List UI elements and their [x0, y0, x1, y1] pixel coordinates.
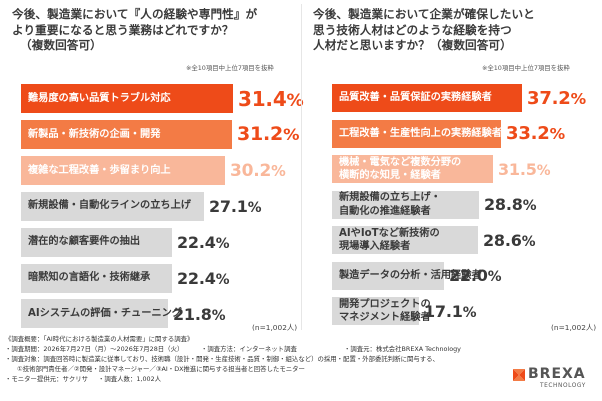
- right-bar-value: 31.5%: [498, 159, 551, 179]
- right-bar-label-line: 自動化の推進経験者: [339, 205, 431, 217]
- left-bar-label: 潜在的な顧客要件の抽出: [28, 235, 140, 249]
- left-bar-label: AIシステムの評価・チューニング: [28, 307, 182, 321]
- left-bar: [21, 227, 172, 257]
- right-bar-chart: 品質改善・品質保証の実務経験者 37.2% 工程改善・生産性向上の実務経験者 33.2…: [301, 0, 602, 336]
- right-bar-label: 開発プロジェクトの マネジメント経験者: [339, 298, 431, 325]
- right-bar-label-line: 新規設備の立ち上げ・: [339, 192, 441, 203]
- right-bar: [332, 155, 493, 183]
- right-bar-label-line: 横断的な知見・経験者: [339, 170, 441, 181]
- right-bar-value: 22.0%: [449, 266, 502, 286]
- brexa-logo-subtitle: TECHNOLOGY: [540, 383, 586, 389]
- left-bar: [21, 84, 233, 113]
- left-chart-panel: 今後、製造業において『人の経験や専門性』が より重要になると思う業務はどれですか…: [0, 0, 304, 336]
- right-bar-value: 37.2%: [527, 87, 586, 109]
- right-title-line-1: 今後、製造業において企業が確保したいと: [313, 7, 535, 21]
- right-bar-label-line: 製造データの分析・活用経験者: [339, 269, 482, 281]
- brexa-logo: BREXA TECHNOLOGY: [512, 366, 592, 392]
- right-bar: [332, 297, 419, 325]
- left-bar-value: 30.2%: [230, 160, 286, 181]
- left-title-line-3: （複数回答可）: [20, 38, 102, 52]
- left-bar-label: 難易度の高い品質トラブル対応: [28, 92, 171, 106]
- left-bar-value: 31.2%: [237, 123, 300, 146]
- right-bar-value: 28.8%: [484, 195, 537, 215]
- left-bar: [21, 119, 232, 149]
- left-bar-label-line: 新製品・新技術の企画・開発: [28, 128, 161, 140]
- left-bar-label-line: 難易度の高い品質トラブル対応: [28, 92, 171, 104]
- right-bar-value: 33.2%: [506, 123, 565, 145]
- right-bar-label-line: 工程改善・生産性向上の実務経験者: [339, 127, 502, 139]
- right-bar-value: 28.6%: [483, 230, 536, 250]
- right-bar-label: AIやIoTなど新技術の 現場導入経験者: [339, 227, 440, 254]
- right-chart-title: 今後、製造業において企業が確保したいと 思う技術人材はどのような経験を持つ 人材…: [313, 7, 598, 54]
- survey-provider: ・モニター提供元：サクリサ: [5, 375, 89, 383]
- left-bar: [21, 191, 204, 221]
- left-title-line-1: 今後、製造業において『人の経験や専門性』が: [12, 7, 258, 21]
- survey-row-1: ・調査期間：2026年7月27日（月）〜2026年7月28日（火） ・調査方法：イ…: [5, 344, 461, 354]
- left-bar-value: 22.4%: [177, 232, 230, 252]
- right-bar-label: 機械・電気など複数分野の 横断的な知見・経験者: [339, 156, 461, 183]
- right-bar: [332, 261, 444, 290]
- right-bar-label-line: 品質改善・品質保証の実務経験者: [339, 92, 492, 104]
- left-bar-value: 22.4%: [177, 268, 230, 288]
- brexa-logo-mark-icon: [513, 369, 525, 381]
- right-bar-label: 製造データの分析・活用経験者: [339, 269, 482, 283]
- left-bar-chart: 難易度の高い品質トラブル対応 31.4% 新製品・新技術の企画・開発 31.2% 複雑な…: [0, 0, 304, 336]
- left-bar-label: 暗黙知の言語化・技術継承: [28, 271, 150, 285]
- right-title-line-2: 思う技術人材はどのような経験を持つ: [313, 22, 512, 37]
- right-bar-value: 17.1%: [424, 301, 477, 321]
- right-bar: [332, 84, 522, 112]
- right-bar-label: 品質改善・品質保証の実務経験者: [339, 91, 492, 105]
- right-bar-label-line: 機械・電気など複数分野の: [339, 156, 462, 168]
- survey-count: ・調査人数：1,002人: [98, 375, 162, 383]
- survey-row-5: ・モニター提供元：サクリサ ・調査人数：1,002人: [5, 374, 445, 384]
- left-chart-footnote: ※全10項目中上位7項目を抜粋: [186, 64, 274, 72]
- right-chart-footnote: ※全10項目中上位7項目を抜粋: [482, 64, 570, 72]
- survey-target-2: ①技術部門責任者／②開発・設計マネージャー／③AI・DX推進に関与する担当者と回…: [17, 365, 305, 373]
- left-bar: [21, 299, 168, 329]
- left-bar-label-line: 暗黙知の言語化・技術継承: [28, 272, 151, 284]
- right-title-line-3: 人材だと思いますか？（複数回答可）: [313, 38, 512, 52]
- survey-target-1: ・調査対象：調査回答時に製造業に従事しており、技術職（設計・開発・生産技術・品質…: [5, 355, 439, 363]
- left-bar-label-line: 潜在的な顧客要件の抽出: [28, 236, 141, 248]
- left-bar: [21, 155, 225, 185]
- right-bar-label-line: AIやIoTなど新技術の: [339, 227, 440, 239]
- right-bar-label: 工程改善・生産性向上の実務経験者: [339, 127, 502, 141]
- left-bar-label-line: 複雑な工程改善・歩留まり向上: [28, 164, 171, 176]
- right-sample-size: (n=1,002人): [551, 323, 597, 332]
- left-bar-label: 複雑な工程改善・歩留まり向上: [28, 164, 171, 178]
- left-bar-value: 27.1%: [209, 197, 262, 216]
- right-bar-label: 新規設備の立ち上げ・ 自動化の推進経験者: [339, 191, 441, 218]
- left-bar: [21, 263, 172, 293]
- survey-period: ・調査期間：2026年7月27日（月）〜2026年7月28日（火）: [5, 345, 184, 353]
- right-bar-label-line: 現場導入経験者: [339, 241, 411, 252]
- right-bar: [332, 190, 479, 219]
- left-bar-value: 21.8%: [173, 304, 226, 324]
- left-bar-label-line: 新規設備・自動化ラインの立ち上げ: [28, 200, 191, 212]
- panel-divider: [301, 4, 302, 330]
- left-bar-value: 31.4%: [238, 87, 304, 111]
- left-bar-label: 新規設備・自動化ラインの立ち上げ: [28, 199, 191, 213]
- right-chart-panel: 今後、製造業において企業が確保したいと 思う技術人材はどのような経験を持つ 人材…: [301, 0, 602, 336]
- left-bar-label-line: AIシステムの評価・チューニング: [28, 308, 182, 320]
- right-bar-label-line: マネジメント経験者: [339, 312, 431, 323]
- survey-organizer: ・調査元：株式会社BREXA Technology: [344, 345, 461, 353]
- right-bar-label-line: 開発プロジェクトの: [339, 298, 431, 310]
- left-bar-label: 新製品・新技術の企画・開発: [28, 128, 160, 142]
- survey-overview: 《調査概要：「AI時代における製造業の人材需要」に関する調査》 ・調査期間：20…: [5, 334, 461, 384]
- survey-heading: 《調査概要：「AI時代における製造業の人材需要」に関する調査》: [5, 335, 194, 343]
- right-bar: [332, 119, 501, 148]
- left-title-line-2: より重要になると思う業務はどれですか？: [12, 22, 234, 37]
- right-bar: [332, 226, 478, 254]
- brexa-logo-name: BREXA: [528, 366, 586, 382]
- survey-method: ・調査方法：インターネット調査: [201, 345, 297, 353]
- left-chart-title: 今後、製造業において『人の経験や専門性』が より重要になると思う業務はどれですか…: [12, 7, 297, 54]
- left-sample-size: (n=1,002人): [252, 323, 298, 332]
